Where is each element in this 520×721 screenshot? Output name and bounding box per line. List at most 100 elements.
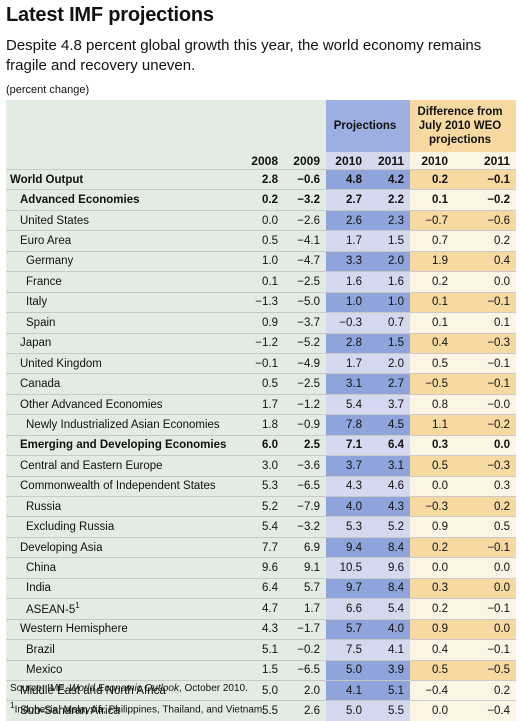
cell-proj-2011: 5.2 — [368, 517, 410, 537]
cell-proj-2011: 4.0 — [368, 619, 410, 639]
table-row: United Kingdom −0.1 −4.9 1.7 2.0 0.5 −0.1 — [6, 353, 516, 373]
cell-proj-2011: 1.5 — [368, 231, 410, 251]
cell-2008: 0.0 — [242, 210, 284, 230]
table-row: Spain 0.9 −3.7 −0.3 0.7 0.1 0.1 — [6, 313, 516, 333]
cell-2009: −5.0 — [284, 292, 326, 312]
cell-proj-2010: 1.0 — [326, 292, 368, 312]
cell-diff-2011: 0.2 — [454, 231, 516, 251]
cell-2009: 2.5 — [284, 435, 326, 455]
cell-proj-2011: 3.9 — [368, 660, 410, 680]
cell-proj-2010: 6.6 — [326, 599, 368, 619]
row-label-germany: Germany — [6, 251, 242, 271]
cell-proj-2011: 4.6 — [368, 476, 410, 496]
cell-diff-2010: 0.5 — [410, 456, 454, 476]
difference-header: Difference from July 2010 WEO projection… — [410, 100, 516, 152]
cell-2009: 6.9 — [284, 537, 326, 557]
cell-2009: −2.5 — [284, 272, 326, 292]
cell-diff-2010: −0.3 — [410, 497, 454, 517]
cell-2008: 6.4 — [242, 578, 284, 598]
cell-diff-2010: 0.2 — [410, 537, 454, 557]
row-label-other-advanced-economies: Other Advanced Economies — [6, 394, 242, 414]
cell-proj-2011: 3.7 — [368, 394, 410, 414]
difference-header-line2: July 2010 WEO — [419, 120, 501, 132]
cell-2009: −7.9 — [284, 497, 326, 517]
row-label-text: Advanced Economies — [20, 194, 140, 206]
row-label-text: China — [26, 562, 56, 574]
difference-header-line1: Difference from — [418, 106, 503, 118]
row-label-united-kingdom: United Kingdom — [6, 353, 242, 373]
cell-2008: 7.7 — [242, 537, 284, 557]
table-row: Germany 1.0 −4.7 3.3 2.0 1.9 0.4 — [6, 251, 516, 271]
row-label-asean-5: ASEAN-51 — [6, 599, 242, 619]
cell-diff-2010: 0.0 — [410, 476, 454, 496]
table-row: Japan −1.2 −5.2 2.8 1.5 0.4 −0.3 — [6, 333, 516, 353]
cell-proj-2010: −0.3 — [326, 313, 368, 333]
row-label-western-hemisphere: Western Hemisphere — [6, 619, 242, 639]
cell-diff-2011: 0.0 — [454, 619, 516, 639]
cell-diff-2011: 0.0 — [454, 578, 516, 598]
cell-proj-2010: 5.4 — [326, 394, 368, 414]
cell-diff-2011: −0.0 — [454, 394, 516, 414]
cell-2009: −3.7 — [284, 313, 326, 333]
row-label-spain: Spain — [6, 313, 242, 333]
column-header-2008: 2008 — [242, 152, 284, 170]
cell-proj-2011: 0.7 — [368, 313, 410, 333]
cell-proj-2011: 2.0 — [368, 353, 410, 373]
cell-diff-2010: 0.1 — [410, 190, 454, 210]
cell-2009: 1.7 — [284, 599, 326, 619]
row-label-text: France — [26, 276, 62, 288]
table-row: Brazil 5.1 −0.2 7.5 4.1 0.4 −0.1 — [6, 640, 516, 660]
table-row: Emerging and Developing Economies 6.0 2.5 7… — [6, 435, 516, 455]
cell-2008: 1.0 — [242, 251, 284, 271]
cell-proj-2011: 1.0 — [368, 292, 410, 312]
cell-diff-2010: 0.0 — [410, 701, 454, 721]
cell-2009: −3.2 — [284, 517, 326, 537]
row-label-text: Germany — [26, 255, 73, 267]
row-label-text: Newly Industrialized Asian Economies — [26, 419, 220, 431]
cell-diff-2011: −0.1 — [454, 353, 516, 373]
row-label-text: Canada — [20, 378, 60, 390]
table-row: China 9.6 9.1 10.5 9.6 0.0 0.0 — [6, 558, 516, 578]
cell-proj-2011: 2.7 — [368, 374, 410, 394]
cell-diff-2010: 0.4 — [410, 640, 454, 660]
cell-2009: −1.2 — [284, 394, 326, 414]
row-label-mexico: Mexico — [6, 660, 242, 680]
cell-2008: 5.1 — [242, 640, 284, 660]
cell-proj-2010: 10.5 — [326, 558, 368, 578]
cell-2009: −1.7 — [284, 619, 326, 639]
column-header-2009: 2009 — [284, 152, 326, 170]
cell-diff-2010: 1.9 — [410, 251, 454, 271]
cell-proj-2010: 1.7 — [326, 353, 368, 373]
cell-proj-2011: 4.3 — [368, 497, 410, 517]
cell-diff-2011: −0.6 — [454, 210, 516, 230]
row-label-text: Excluding Russia — [26, 521, 114, 533]
row-label-text: United States — [20, 215, 89, 227]
cell-proj-2011: 3.1 — [368, 456, 410, 476]
cell-diff-2010: 0.1 — [410, 313, 454, 333]
cell-2008: 0.9 — [242, 313, 284, 333]
cell-proj-2010: 2.7 — [326, 190, 368, 210]
footnote-text: Indonesia, Malaysia, Philippines, Thaila… — [15, 704, 265, 715]
cell-proj-2010: 4.3 — [326, 476, 368, 496]
row-label-text: Western Hemisphere — [20, 623, 128, 635]
cell-proj-2010: 3.3 — [326, 251, 368, 271]
table-row: Other Advanced Economies 1.7 −1.2 5.4 3.7 0.8… — [6, 394, 516, 414]
row-label-text: India — [26, 582, 51, 594]
cell-diff-2011: −0.1 — [454, 292, 516, 312]
cell-proj-2010: 7.8 — [326, 415, 368, 435]
column-header-blank — [6, 152, 242, 170]
cell-proj-2010: 4.0 — [326, 497, 368, 517]
row-label-italy: Italy — [6, 292, 242, 312]
cell-2009: −6.5 — [284, 476, 326, 496]
cell-2008: 5.3 — [242, 476, 284, 496]
cell-2009: −5.2 — [284, 333, 326, 353]
table-row: ASEAN-51 4.7 1.7 6.6 5.4 0.2 −0.1 — [6, 599, 516, 619]
projections-header: Projections — [326, 100, 410, 152]
cell-2009: −0.2 — [284, 640, 326, 660]
cell-2008: 5.2 — [242, 497, 284, 517]
row-label-euro-area: Euro Area — [6, 231, 242, 251]
cell-2009: −2.5 — [284, 374, 326, 394]
cell-2008: 9.6 — [242, 558, 284, 578]
cell-diff-2010: 0.5 — [410, 353, 454, 373]
row-label-text: Other Advanced Economies — [20, 399, 163, 411]
